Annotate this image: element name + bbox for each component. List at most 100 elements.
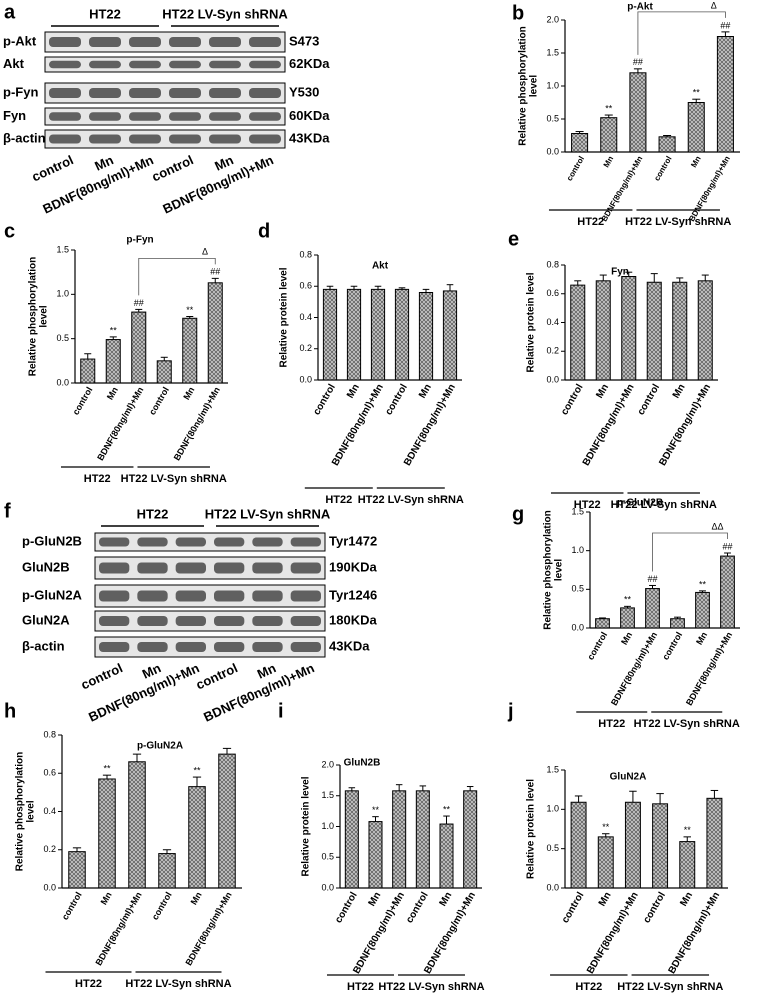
blot-band [249, 134, 281, 144]
blot-band [290, 562, 321, 574]
y-tick-label: 0.2 [43, 844, 56, 854]
x-tick-label: BDNF(80ng/ml)+Mn [95, 385, 145, 462]
bar [322, 288, 338, 381]
bar [646, 281, 662, 381]
blot-band [129, 112, 161, 121]
x-tick-label: BDNF(80ng/ml)+Mn [667, 890, 723, 976]
group-label: HT22 [84, 473, 111, 485]
x-tick-label: Mn [105, 385, 120, 401]
lane-label: Mn [92, 152, 115, 174]
x-tick-label: control [636, 382, 663, 417]
blot-band [49, 60, 81, 69]
blot-band [290, 616, 321, 626]
y-tick-label: 0.2 [546, 346, 559, 356]
blot-band [290, 537, 321, 547]
comparison-bracket [138, 257, 216, 296]
chart-title: Akt [372, 261, 389, 272]
x-tick-label: control [660, 630, 684, 661]
row-label: p-Akt [3, 33, 37, 48]
blot-strip [94, 532, 326, 552]
y-tick-label: 0.5 [546, 843, 559, 853]
blot-band [214, 537, 245, 547]
group-label: HT22 [325, 494, 352, 506]
row-note: 60KDa [289, 108, 330, 123]
row-label: β-actin [3, 130, 46, 145]
bar [463, 790, 478, 889]
significance-mark: ## [647, 574, 657, 584]
y-axis-label: Relative phosphorylation [518, 26, 529, 145]
x-tick-label: control [404, 890, 431, 925]
blot-band [175, 616, 206, 626]
bar [207, 282, 223, 384]
blot-band [137, 590, 168, 602]
bar [652, 803, 669, 889]
significance-mark: ## [134, 298, 144, 308]
bar [188, 786, 206, 889]
blot-band [89, 88, 121, 98]
blot-band [99, 537, 130, 547]
blot-band [49, 134, 81, 144]
x-tick-label: control [333, 890, 360, 925]
blot-band [169, 37, 201, 47]
bar [595, 618, 610, 629]
significance-mark: ** [103, 764, 111, 774]
lane-label: Mn [212, 152, 235, 174]
x-tick-label: control [652, 155, 673, 183]
bar [600, 117, 618, 153]
significance-mark: ** [602, 822, 610, 832]
x-tick-label: Mn [597, 890, 614, 908]
blot-band [214, 562, 245, 574]
x-tick-label: Mn [189, 890, 204, 906]
y-tick-label: 0.8 [546, 259, 559, 269]
lane-label: control [194, 660, 240, 692]
bar [394, 288, 410, 381]
panel-letter: c [4, 220, 15, 242]
x-tick-label: BDNF(80ng/ml)+Mn [422, 890, 478, 976]
x-tick-label: Mn [689, 154, 703, 169]
blot-band [137, 616, 168, 626]
blot-band [169, 60, 201, 69]
y-tick-label: 0.6 [546, 288, 559, 298]
bar [620, 607, 635, 629]
group-label: HT22 [75, 978, 102, 990]
y-tick-label: 1.0 [56, 289, 69, 299]
group-label: HT22 [598, 718, 625, 730]
y-tick-label: 0.0 [571, 622, 584, 632]
blot-band [99, 642, 130, 652]
bar [670, 618, 685, 629]
significance-mark: ** [693, 88, 701, 98]
x-tick-label: BDNF(80ng/ml)+Mn [172, 385, 222, 462]
row-note: 190KDa [329, 559, 377, 574]
blot-band [209, 88, 241, 98]
panel-letter: h [4, 700, 16, 722]
bar [697, 280, 713, 381]
significance-mark: ** [110, 325, 118, 335]
blot-band [290, 590, 321, 602]
y-tick-label: 0.8 [299, 249, 312, 259]
y-tick-label: 2.0 [546, 14, 559, 24]
chart-title: p-GluN2A [137, 741, 183, 752]
x-tick-label: Mn [438, 890, 455, 908]
y-tick-label: 0.5 [546, 113, 559, 123]
group-label: HT22 LV-Syn shRNA [378, 981, 484, 993]
comparison-bracket [637, 11, 726, 55]
x-tick-label: control [150, 890, 174, 921]
x-tick-label: Mn [602, 154, 616, 169]
bar [98, 778, 116, 889]
significance-mark: ** [186, 305, 194, 315]
bar [182, 317, 198, 384]
blot-band [89, 37, 121, 47]
blot-band [169, 134, 201, 144]
row-label: p-GluN2B [22, 533, 82, 548]
x-tick-label: control [383, 382, 410, 417]
row-label: p-GluN2A [22, 587, 83, 602]
x-tick-label: control [60, 890, 84, 921]
y-axis-label: Relative phosphorylation [543, 510, 554, 629]
y-axis-label: Relative phosphorylation [15, 752, 26, 871]
y-tick-label: 1.0 [571, 545, 584, 555]
y-axis-label: Relative protein level [279, 267, 290, 367]
row-note: Tyr1472 [329, 533, 377, 548]
bar [570, 801, 587, 889]
x-tick-label: BDNF(80ng/ml)+Mn [585, 890, 641, 976]
